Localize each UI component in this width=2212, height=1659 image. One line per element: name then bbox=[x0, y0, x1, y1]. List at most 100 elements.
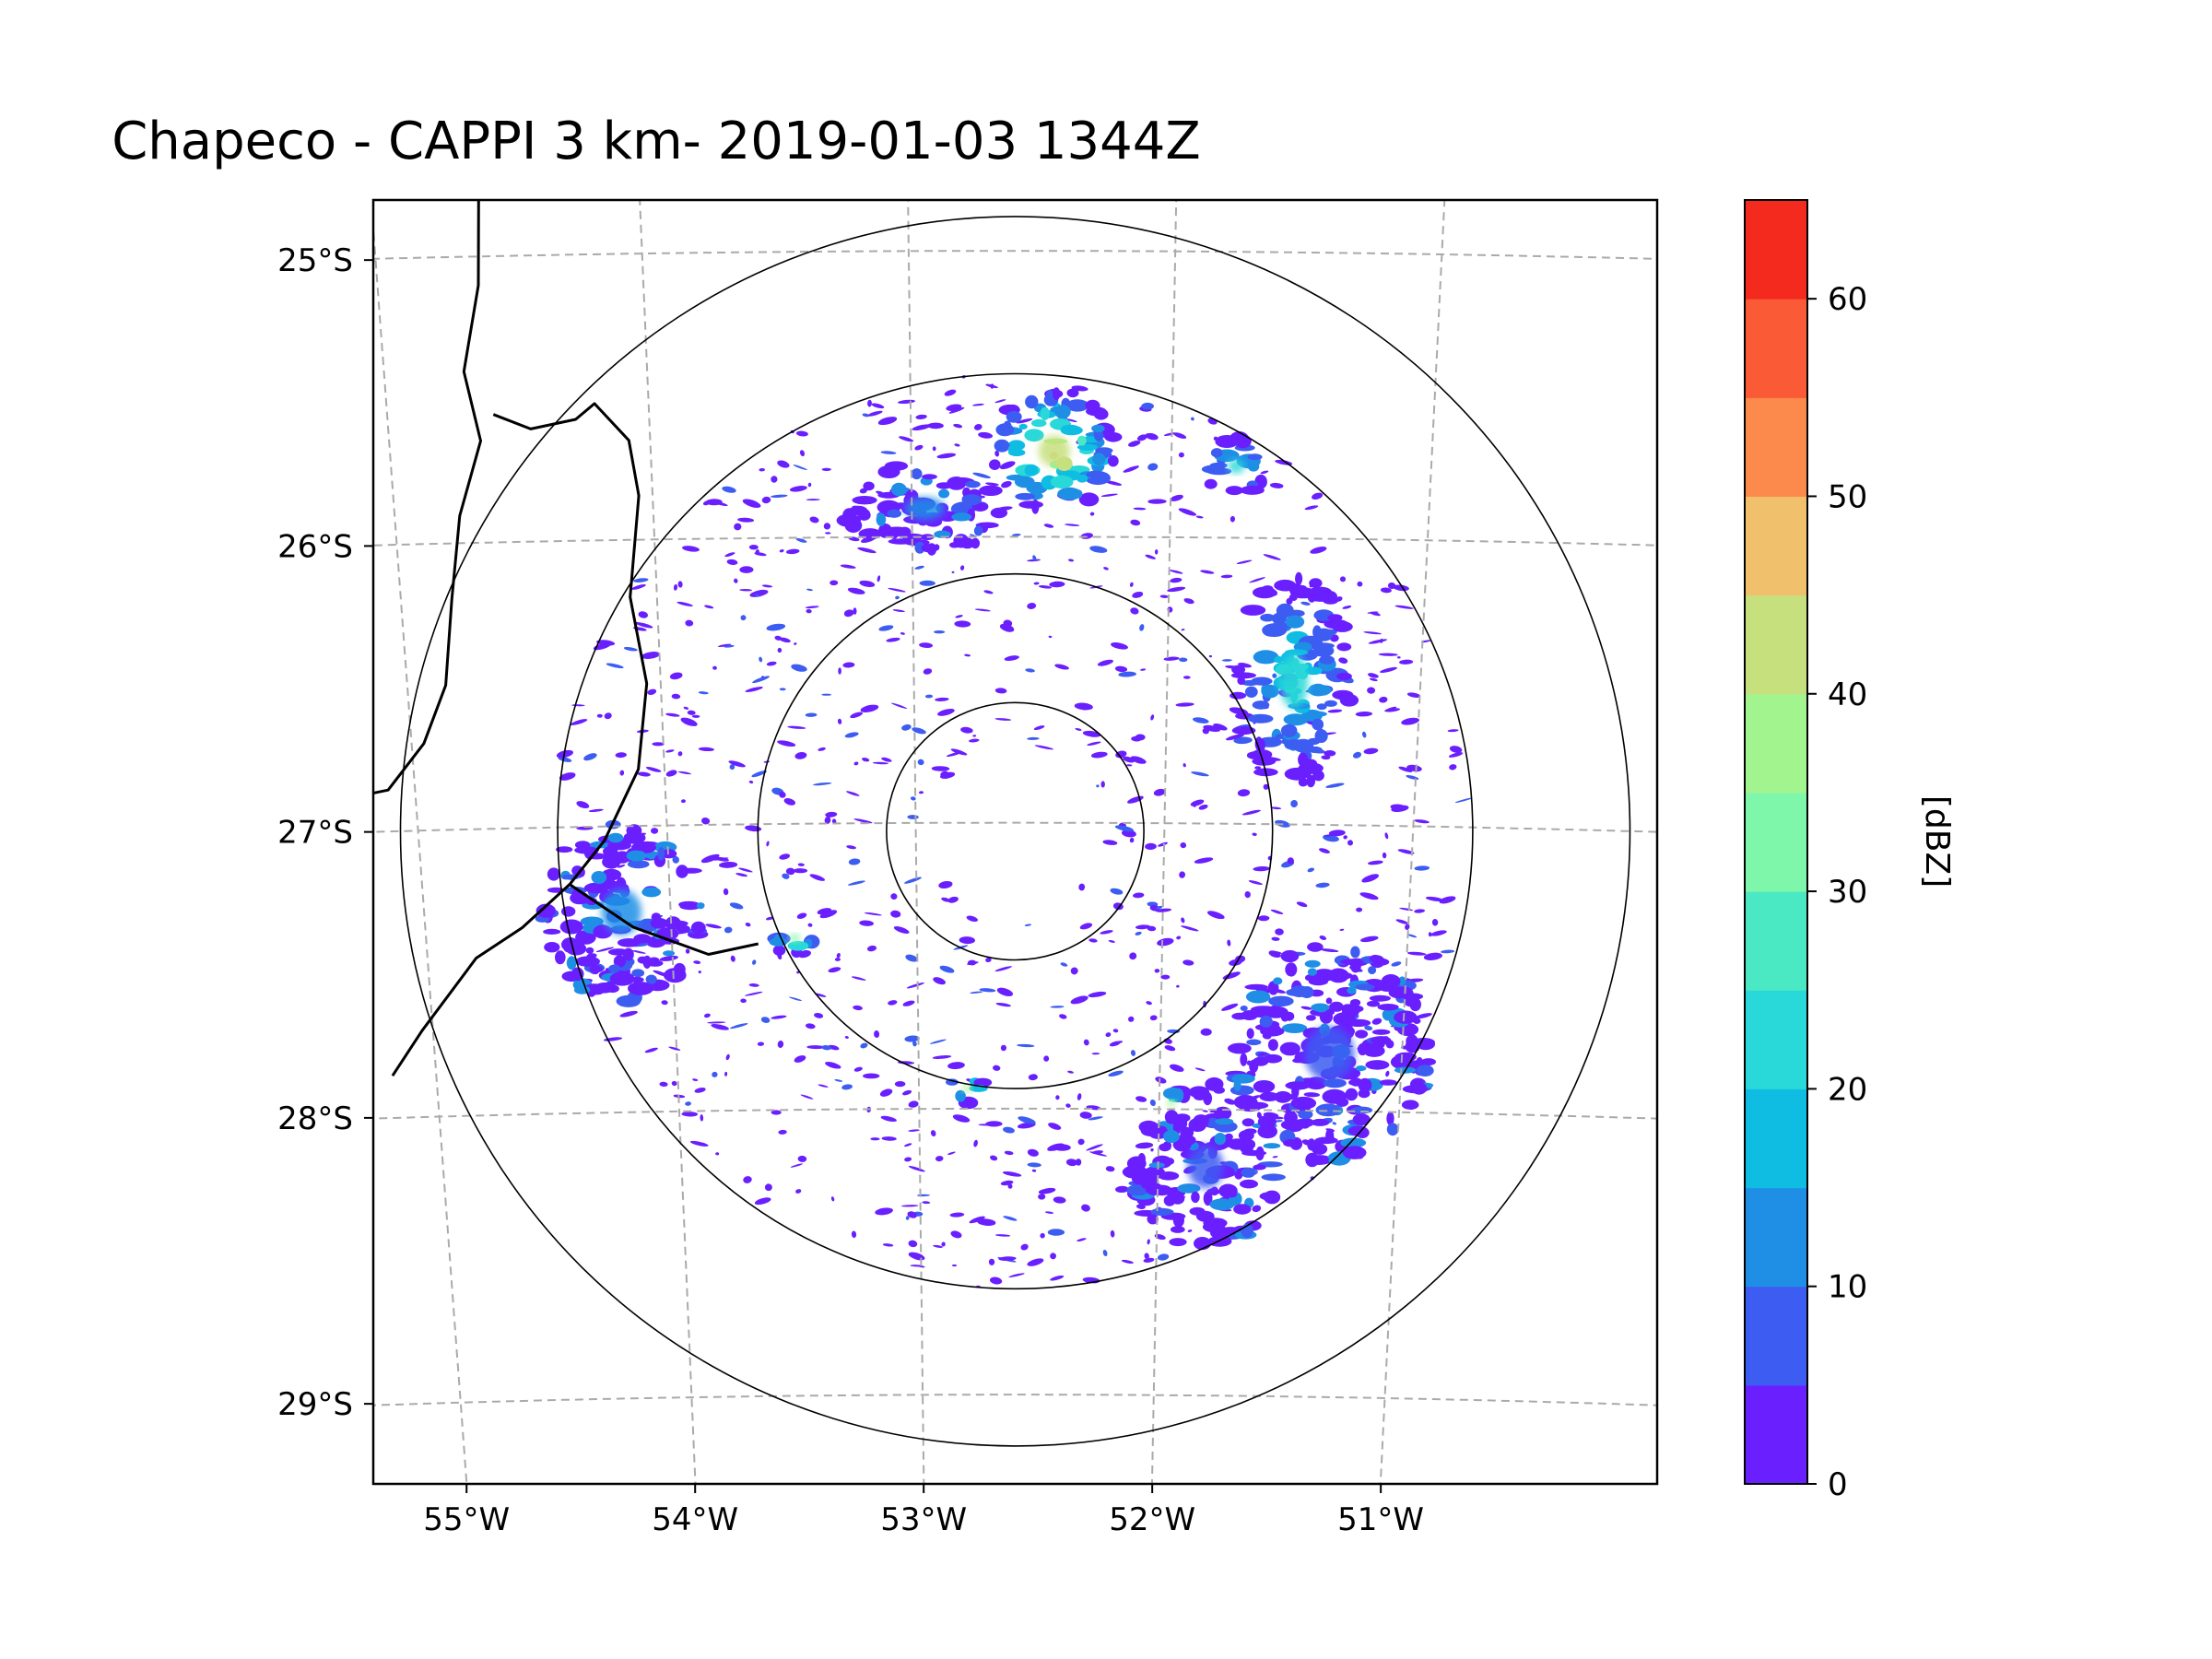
echo-speckle bbox=[1221, 659, 1232, 662]
echo-speckle bbox=[879, 1088, 893, 1097]
echo-speckle bbox=[617, 865, 626, 868]
echo-speckle bbox=[954, 443, 960, 447]
echo-speckle bbox=[1044, 1211, 1054, 1214]
echo-blob bbox=[1394, 1010, 1418, 1024]
echo-blob bbox=[1309, 594, 1335, 602]
echo-speckle bbox=[1190, 799, 1205, 806]
echo-speckle bbox=[1089, 512, 1095, 516]
echo-speckle bbox=[694, 1088, 706, 1093]
gridline-meridian bbox=[907, 200, 925, 1484]
echo-blob bbox=[591, 871, 607, 884]
echo-blob bbox=[663, 950, 676, 957]
echo-speckle bbox=[1038, 585, 1053, 589]
echo-blob bbox=[1061, 424, 1080, 432]
echo-speckle bbox=[819, 910, 838, 919]
colorbar-label: [dBZ] bbox=[1918, 795, 1956, 888]
echo-speckle bbox=[966, 915, 978, 923]
echo-speckle bbox=[1167, 586, 1186, 593]
echo-speckle bbox=[1027, 736, 1040, 740]
echo-speckle bbox=[707, 1021, 726, 1024]
x-axis-ticks: 55°W 54°W 53°W 52°W 51°W bbox=[423, 1484, 1424, 1538]
echo-speckle bbox=[1224, 1098, 1236, 1105]
echo-speckle bbox=[1115, 750, 1127, 759]
echo-blob bbox=[1381, 974, 1401, 989]
echo-speckle bbox=[1017, 1043, 1035, 1048]
echo-speckle bbox=[993, 1065, 1001, 1071]
echo-speckle bbox=[1439, 896, 1456, 904]
echo-speckle bbox=[805, 712, 818, 717]
echo-speckle bbox=[818, 747, 826, 751]
echo-blob bbox=[1315, 629, 1337, 636]
echo-blob bbox=[571, 967, 584, 982]
echo-speckle bbox=[1169, 570, 1183, 574]
echo-blob bbox=[559, 919, 583, 935]
echo-speckle bbox=[994, 450, 1000, 457]
echo-blob bbox=[1298, 1110, 1313, 1120]
range-ring bbox=[399, 216, 1631, 1447]
echo-speckle bbox=[1103, 567, 1109, 571]
x-tick-label: 51°W bbox=[1337, 1501, 1424, 1538]
echo-speckle bbox=[1083, 1039, 1089, 1046]
echo-speckle bbox=[900, 1205, 919, 1207]
echo-speckle bbox=[615, 752, 627, 759]
echo-speckle bbox=[890, 910, 901, 918]
echo-blob bbox=[1025, 394, 1039, 409]
echo-speckle bbox=[867, 410, 883, 417]
echo-speckle bbox=[691, 714, 700, 718]
echo-speckle bbox=[1130, 1050, 1136, 1056]
echo-speckle bbox=[672, 855, 679, 864]
echo-speckle bbox=[1070, 995, 1088, 1005]
echo-speckle bbox=[1055, 1095, 1060, 1100]
echo-speckle bbox=[1391, 805, 1409, 813]
echo-speckle bbox=[814, 993, 827, 997]
echo-blob bbox=[898, 526, 912, 537]
echo-blob bbox=[1169, 1238, 1187, 1247]
echo-speckle bbox=[1236, 559, 1253, 565]
echo-speckle bbox=[938, 880, 953, 889]
echo-blob bbox=[1257, 1115, 1277, 1128]
echo-speckle bbox=[807, 923, 813, 927]
echo-speckle bbox=[1194, 857, 1214, 864]
echo-speckle bbox=[1256, 1112, 1262, 1119]
echo-speckle bbox=[680, 717, 698, 726]
echo-blob bbox=[1262, 624, 1280, 637]
echo-blob bbox=[664, 968, 687, 983]
echo-speckle bbox=[1050, 1275, 1065, 1281]
echo-speckle bbox=[994, 688, 1007, 694]
echo-speckle bbox=[596, 713, 603, 718]
echo-blob bbox=[575, 956, 600, 967]
echo-speckle bbox=[927, 422, 944, 429]
echo-speckle bbox=[789, 486, 807, 492]
echo-speckle bbox=[954, 620, 971, 628]
echo-blob bbox=[1018, 423, 1028, 429]
echo-blob bbox=[1164, 1110, 1179, 1124]
echo-region-west-band bbox=[535, 819, 709, 1007]
echo-speckle bbox=[974, 608, 991, 612]
echo-speckle bbox=[793, 465, 807, 471]
echo-speckle bbox=[1002, 1171, 1022, 1177]
echo-speckle bbox=[837, 718, 842, 724]
echo-speckle bbox=[1154, 969, 1160, 973]
echo-speckle bbox=[1428, 932, 1432, 937]
echo-speckle bbox=[665, 712, 680, 717]
echo-blob bbox=[1345, 1088, 1359, 1101]
echo-blob bbox=[990, 507, 1008, 519]
echo-speckle bbox=[1087, 741, 1101, 747]
echo-blob bbox=[1306, 774, 1316, 788]
echo-speckle bbox=[1347, 840, 1354, 846]
echo-blob bbox=[959, 537, 975, 549]
echo-blob bbox=[1285, 962, 1298, 977]
echo-speckle bbox=[922, 1201, 931, 1205]
echo-speckle bbox=[737, 517, 755, 523]
echo-speckle bbox=[918, 791, 924, 794]
echo-core bbox=[1304, 1026, 1355, 1081]
echo-speckle bbox=[692, 1078, 699, 1081]
echo-speckle bbox=[933, 1244, 944, 1248]
echo-speckle bbox=[1200, 570, 1215, 574]
echo-speckle bbox=[1113, 1041, 1124, 1044]
echo-speckle bbox=[665, 770, 677, 777]
echo-speckle bbox=[1028, 1074, 1038, 1081]
range-ring bbox=[557, 372, 1474, 1290]
echo-speckle bbox=[910, 1265, 923, 1267]
echo-speckle bbox=[967, 961, 979, 966]
